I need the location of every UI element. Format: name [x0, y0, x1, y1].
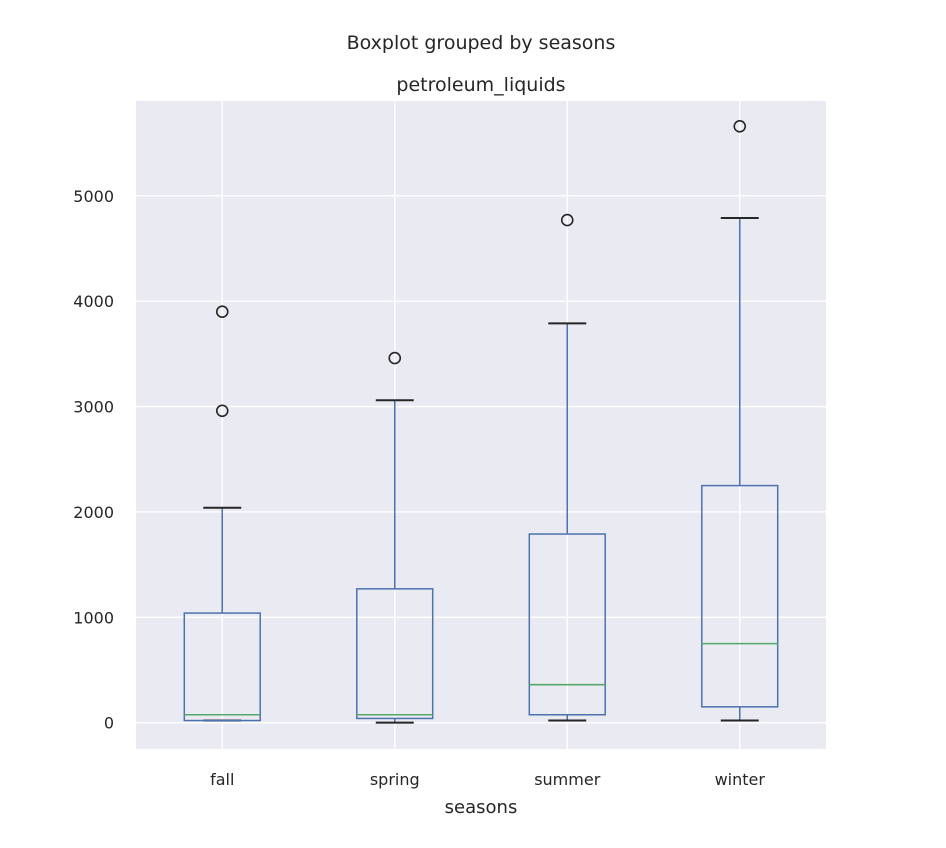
- x-axis-ticks: fall spring summer winter: [210, 770, 765, 789]
- flier-point: [215, 404, 229, 418]
- x-tick-label: fall: [210, 770, 234, 789]
- x-tick-label: winter: [715, 770, 766, 789]
- y-tick-label: 3000: [73, 398, 114, 417]
- box-spring: [356, 351, 434, 724]
- y-tick-label: 5000: [73, 187, 114, 206]
- flier-point: [215, 305, 229, 319]
- x-tick-label: spring: [370, 770, 420, 789]
- x-axis-label: seasons: [445, 797, 518, 818]
- x-tick-label: summer: [534, 770, 600, 789]
- box-winter: [701, 119, 779, 722]
- plot-area: [136, 101, 826, 749]
- box-body: [356, 588, 434, 720]
- chart-suptitle: Boxplot grouped by seasons: [347, 32, 616, 54]
- box-body: [183, 612, 261, 722]
- y-tick-label: 1000: [73, 608, 114, 627]
- box-body: [528, 533, 606, 716]
- box-fall: [183, 305, 261, 722]
- y-tick-label: 2000: [73, 503, 114, 522]
- y-axis-ticks: 0 1000 2000 3000 4000 5000: [73, 187, 114, 733]
- box-series: [183, 119, 779, 724]
- flier-point: [560, 213, 574, 227]
- flier-point: [388, 351, 402, 365]
- box-summer: [528, 213, 606, 722]
- box-body: [701, 484, 779, 708]
- flier-point: [733, 119, 747, 133]
- y-tick-label: 4000: [73, 292, 114, 311]
- y-tick-label: 0: [104, 714, 114, 733]
- chart-title: petroleum_liquids: [396, 74, 565, 96]
